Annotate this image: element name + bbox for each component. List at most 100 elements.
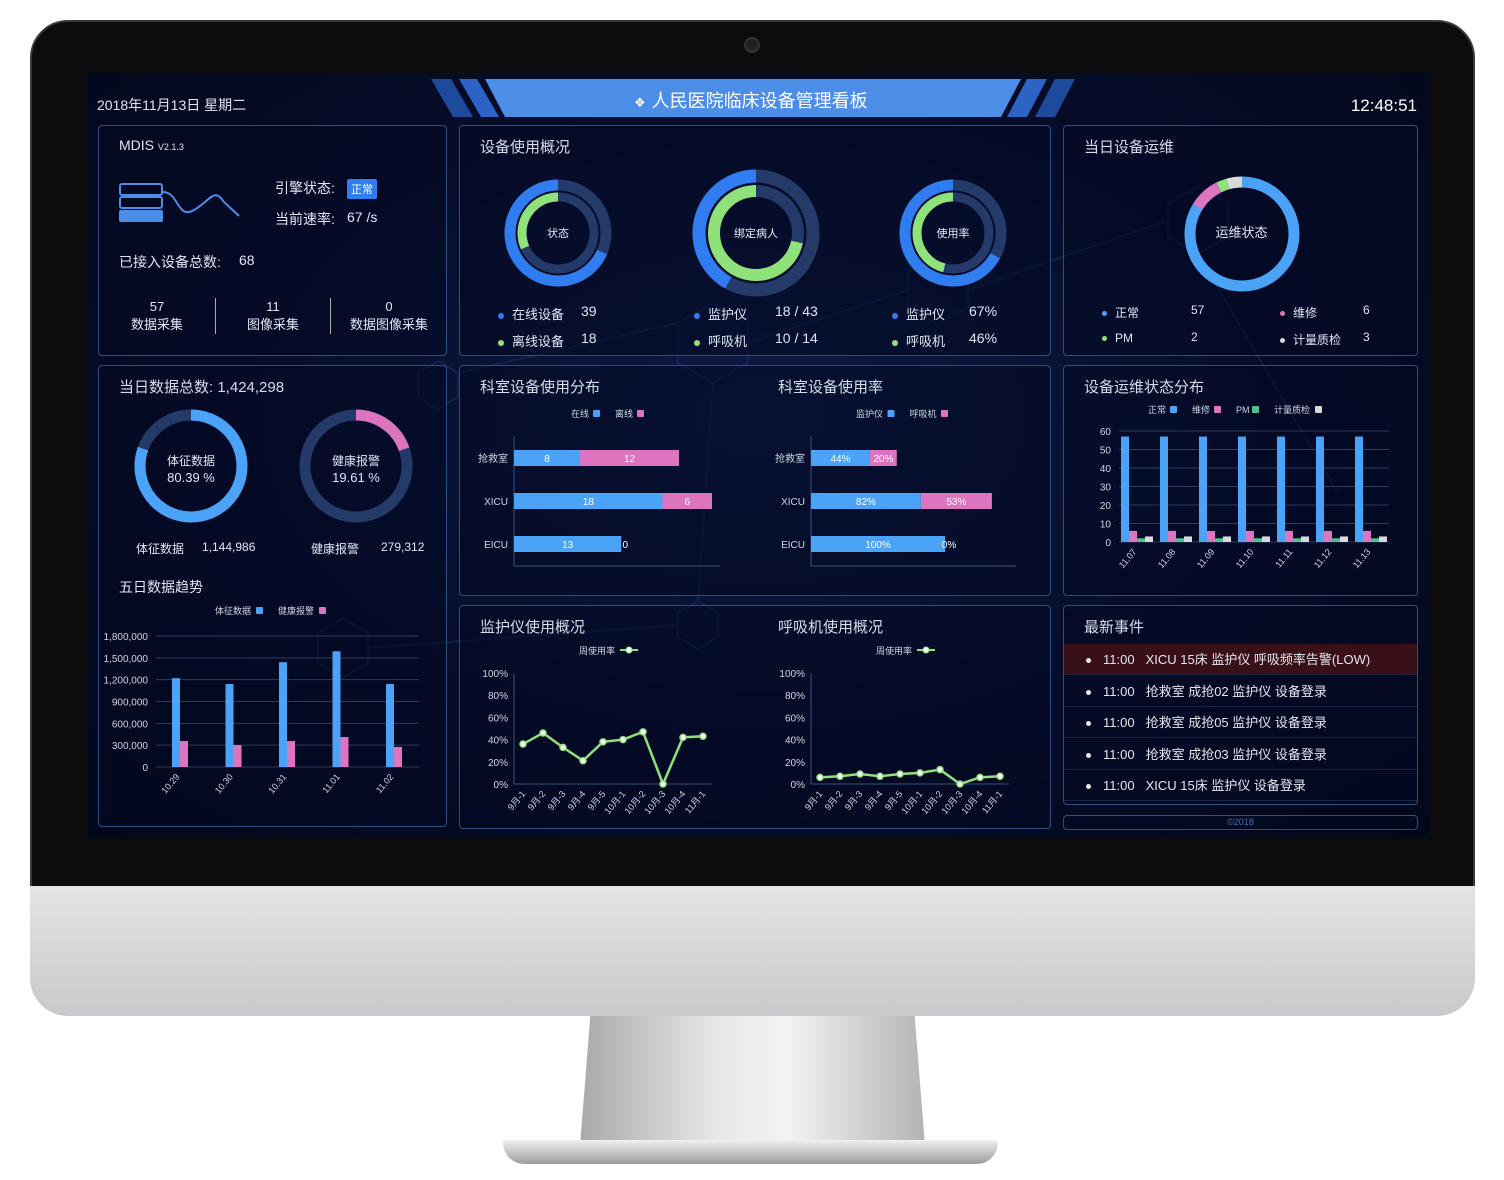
data-point [639, 728, 647, 736]
donut-inner [708, 185, 804, 281]
daily-data-panel: 当日数据总数: 1,424,298 0 300,000 600,000 900,000… [98, 365, 447, 827]
donut-outer-arc [692, 169, 820, 297]
system-name: MDIS V2.1.3 [119, 137, 184, 153]
bar-label: 82% [856, 497, 876, 508]
event-text: 抢救室 成抢02 监护仪 设备登录 [1145, 683, 1327, 699]
data-point [679, 733, 687, 742]
bar [1207, 530, 1215, 542]
event-row-alert[interactable]: 11:00 XICU 15床 监护仪 呼吸频率告警(LOW) [1064, 644, 1417, 675]
bar [1301, 536, 1309, 542]
bar-label: 44% [830, 454, 850, 465]
data-point [559, 743, 567, 752]
x-tick-label: 11.08 [1156, 547, 1178, 570]
y-tick-label: 60% [488, 713, 508, 724]
donut-inner-arc [708, 185, 804, 281]
legend-swatch [637, 410, 644, 417]
bar [1324, 530, 1332, 542]
bar [514, 536, 622, 552]
data-point [996, 772, 1004, 780]
legend-swatch [1170, 406, 1177, 413]
bar [1293, 538, 1301, 542]
data-point [579, 756, 587, 765]
bar [662, 493, 712, 509]
event-text: XICU 15床 监护仪 设备登录 [1145, 778, 1306, 793]
event-row[interactable]: 11:00 抢救室 成抢03 监护仪 设备登录 [1064, 739, 1417, 770]
daily-donut-arc [299, 409, 413, 523]
donut-center-label: 状态 [547, 226, 569, 240]
header-clock: 12:48:51 [1350, 96, 1417, 115]
bar-label: 20% [873, 454, 893, 465]
bar [332, 651, 341, 767]
bar [1176, 538, 1184, 542]
bar-label: 0% [942, 540, 957, 551]
event-row[interactable]: 11:00 抢救室 成抢05 监护仪 设备登录 [1064, 707, 1417, 738]
legend-item-label: 监护仪 [892, 304, 945, 323]
maintenance-legend-label: 正常 [1102, 304, 1139, 321]
maintenance-segment-arc [1184, 176, 1300, 292]
data-point [936, 765, 944, 774]
daily-donut-arc-arc [299, 409, 413, 523]
legend-item-value: 46% [969, 330, 998, 346]
events-title: 最新事件 [1084, 619, 1145, 636]
bar-label: 13 [562, 540, 574, 551]
donut-outer-arc [504, 179, 612, 287]
legend-swatch [887, 410, 895, 417]
header-date: 2018年11月13日 星期二 [97, 97, 247, 113]
legend-label: 离线 [615, 408, 633, 419]
bar [514, 493, 663, 509]
vital-footer-label: 体征数据 [136, 542, 185, 556]
legend-swatch [1214, 406, 1221, 413]
daily-charts: 0 300,000 600,000 900,000 1,200,000 1,500,000… [104, 409, 419, 796]
maintenance-segment-arc [1184, 176, 1300, 292]
system-panel: MDIS V2.1.3 引擎状态: 正常 当前速率: 67 /s 已接入设备总数… [98, 125, 447, 356]
x-tick-label: 10月-4 [663, 789, 688, 816]
bar [1160, 436, 1168, 542]
legend-swatch [256, 607, 263, 614]
bar [1145, 536, 1153, 542]
dept-rate-title: 科室设备使用率 [778, 379, 884, 396]
donut-inner [517, 192, 599, 274]
x-tick-label: 10月-2 [920, 789, 945, 816]
maintenance-legend-label: PM [1102, 331, 1133, 345]
dashboard-title: ❖ 人民医院临床设备管理看板 [634, 91, 868, 111]
y-tick-label: EICU [484, 540, 508, 551]
legend-item-value: 18 / 43 [775, 303, 818, 319]
event-row[interactable]: 11:00 XICU 15床 监护仪 设备登录 [1064, 770, 1417, 801]
y-tick-label: 0% [494, 780, 509, 791]
event-row[interactable]: 11:00 抢救室 成抢02 监护仪 设备登录 [1064, 676, 1417, 707]
y-tick-label: 900,000 [112, 698, 149, 709]
bar [1238, 436, 1246, 542]
y-tick-label: 100% [482, 669, 508, 680]
legend-label: 维修 [1192, 404, 1210, 415]
y-tick-label: XICU [781, 497, 805, 508]
data-point [519, 740, 527, 748]
legend-item-value: 39 [581, 303, 597, 319]
usage-trend-panel: 监护仪使用概况 呼吸机使用概况 0% 20% 40% 60% 80% 100% 9月-1 9月… [459, 605, 1051, 829]
diamond-cluster-icon: ❖ [634, 95, 646, 110]
legend-item-value: 18 [581, 330, 597, 346]
x-tick-label: 9月-2 [823, 789, 845, 812]
maintenance-donut [1184, 176, 1300, 292]
data-point [916, 769, 924, 777]
y-tick-label: 50 [1100, 446, 1112, 457]
x-tick-label: 10月-3 [643, 789, 668, 816]
event-time: 11:00 [1103, 715, 1135, 730]
maintenance-legend-label: 计量质检 [1280, 331, 1341, 348]
bullet-icon [1086, 658, 1091, 664]
event-text: 抢救室 成抢05 监护仪 设备登录 [1145, 715, 1327, 730]
legend-label: 健康报警 [278, 605, 314, 616]
legend-swatch [1252, 406, 1259, 413]
bar [811, 536, 945, 552]
stat-data: 57 数据采集 [130, 299, 183, 332]
series-line [522, 730, 704, 788]
x-tick-label: 10月-1 [900, 789, 925, 816]
x-tick-label: 9月-1 [803, 789, 825, 812]
bar [1254, 538, 1262, 542]
y-tick-label: 0 [1105, 538, 1111, 549]
maintenance-segment [1184, 176, 1300, 292]
y-tick-label: 100% [779, 669, 805, 680]
server-icon [119, 183, 240, 222]
vital-footer-value: 1,144,986 [202, 540, 256, 554]
bar [1316, 436, 1324, 542]
